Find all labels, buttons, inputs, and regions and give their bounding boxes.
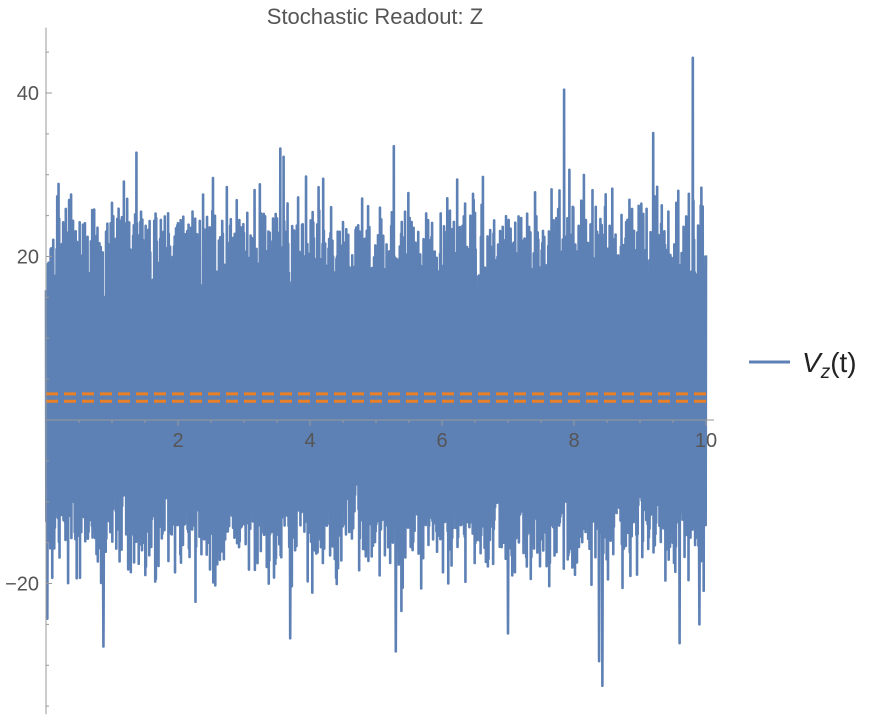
axes: 2 4 6 8 10 −20 20 40 (5, 27, 717, 715)
y-tick-label: 40 (17, 83, 39, 105)
y-tick-label: 20 (17, 247, 39, 269)
plot-area (44, 56, 708, 687)
x-tick-label: 2 (172, 430, 183, 452)
x-tick-label: 10 (695, 430, 717, 452)
y-tick-label: −20 (5, 574, 39, 596)
chart-title: Stochastic Readout: Z (267, 4, 483, 29)
series-vz-line (44, 56, 708, 687)
x-tick-label: 8 (568, 430, 579, 452)
legend-label-vz: Vz(t) (802, 347, 857, 383)
legend: Vz(t) (749, 347, 857, 383)
x-tick-label: 4 (304, 430, 315, 452)
x-tick-label: 6 (436, 430, 447, 452)
